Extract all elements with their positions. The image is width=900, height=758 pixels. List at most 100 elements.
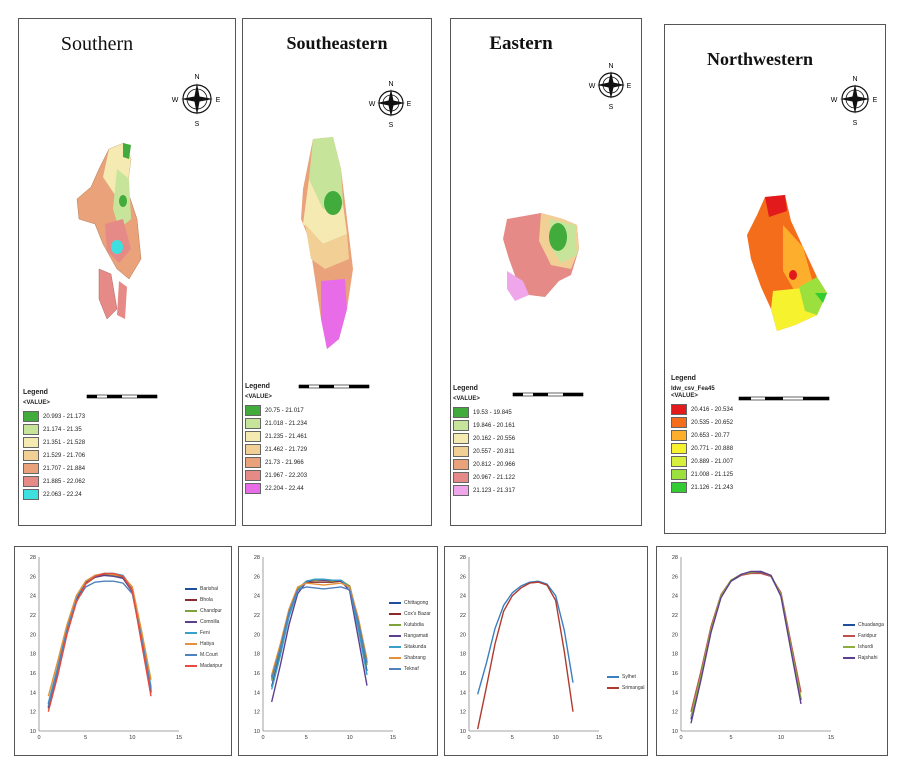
x-tick-label: 15 [828,735,834,741]
legend-row: 19.53 - 19.845 [453,406,515,419]
legend-swatch [453,459,469,470]
legend-series-name: Chandpur [200,607,222,614]
legend-label: 21.008 - 21.125 [691,471,734,478]
legend-label: 20.993 - 21.173 [43,413,86,420]
eastern-line-chart: 10 12 14 16 18 20 22 24 26 28 0 5 10 15 [460,555,602,741]
legend-row: 21.235 - 21.461 [245,430,307,443]
y-tick-label: 14 [254,690,260,696]
x-tick-label: 10 [778,735,784,741]
legend-swatch [671,430,687,441]
y-tick-label: 16 [672,671,678,677]
legend-label: 21.351 - 21.528 [43,439,86,446]
x-tick-label: 10 [129,735,135,741]
legend-swatch [23,424,39,435]
legend-line-swatch [843,634,855,637]
y-tick-label: 12 [254,710,260,716]
legend-label: 21.529 - 21.706 [43,452,86,459]
legend-swatch [453,433,469,444]
legend-row: 20.967 - 21.122 [453,471,515,484]
legend-row: 20.162 - 20.556 [453,432,515,445]
chart-legend-item: Chittagong [389,597,431,608]
legend-swatch [671,404,687,415]
legend-series-name: Comnilla [200,618,220,625]
legend-row: 21.351 - 21.528 [23,436,85,449]
legend-row: 20.653 - 20.77 [671,429,733,442]
y-tick-label: 16 [460,671,466,677]
legend-line-swatch [185,609,197,612]
chart-legend-item: Bhola [185,594,223,605]
legend-row: 21.967 - 22.203 [245,469,307,482]
y-tick-label: 14 [30,690,36,696]
legend-swatch [453,407,469,418]
scale-bar [512,392,584,397]
map-title-southeastern: Southeastern [286,33,388,53]
map-panel-southern: Southern N S W E Legend <VALUE> 20.993 - 2… [18,18,236,526]
legend-line-swatch [185,642,197,645]
legend-label: 20.75 - 21.017 [265,407,304,414]
y-tick-label: 10 [460,729,466,735]
legend-label: 22.204 - 22.44 [265,485,304,492]
chart-legend-item: Rangamati [389,630,431,641]
chart-legend: Chittagong Cox's Bazar Kutubdia Rangamati Si… [389,597,431,674]
map-panel-eastern: Eastern N S W E Legend <VALUE> 19.53 - 19.… [450,18,642,526]
north-arrow-icon: N S W E [589,63,632,111]
y-tick-label: 24 [672,594,678,600]
legend-southeastern: Legend <VALUE> 20.75 - 21.017 21.018 - 21… [245,383,307,495]
chart-legend-item: Barishal [185,583,223,594]
y-tick-label: 22 [254,613,260,619]
svg-text:E: E [216,97,221,104]
svg-text:S: S [609,104,614,111]
legend-field: Idw_csv_Fea45 [671,386,715,392]
legend-heading: Legend [245,383,270,390]
map-panel-northwestern: Northwestern N S W E Legend Idw_csv_Fea45 … [664,24,886,534]
x-tick-label: 5 [511,735,514,741]
legend-label: 21.126 - 21.243 [691,484,734,491]
legend-swatch [23,463,39,474]
y-tick-label: 28 [672,555,678,561]
y-tick-label: 26 [672,574,678,580]
north-arrow-icon: N S W E [831,76,878,127]
legend-heading: Legend [453,385,478,392]
chart-legend-item: Chandpur [185,605,223,616]
y-tick-label: 22 [30,613,36,619]
legend-line-swatch [185,598,197,601]
legend-swatch [245,444,261,455]
legend-series-name: Ishurdi [858,643,874,650]
legend-row: 20.812 - 20.966 [453,458,515,471]
scale-bar [298,384,370,389]
y-tick-label: 24 [30,594,36,600]
svg-text:S: S [389,122,394,129]
legend-swatch [671,417,687,428]
series-line-madaripur [47,572,152,712]
legend-rows: 20.993 - 21.173 21.174 - 21.35 21.351 - 21… [23,410,85,501]
legend-swatch [671,456,687,467]
y-tick-label: 24 [460,594,466,600]
legend-row: 20.993 - 21.173 [23,410,85,423]
y-tick-label: 10 [30,729,36,735]
legend-row: 21.123 - 21.317 [453,484,515,497]
legend-field-value: <VALUE> [671,393,698,399]
chart-legend-item: Madaripur [185,660,223,671]
series-line-rajshahi [690,570,802,724]
svg-text:W: W [369,101,376,108]
legend-line-swatch [185,631,197,634]
svg-text:S: S [195,121,200,128]
legend-series-name: Srimangal [622,684,645,691]
legend-label: 21.73 - 21.966 [265,459,304,466]
legend-rows: 19.53 - 19.845 19.846 - 20.161 20.162 - 20… [453,406,515,497]
series-line-teknaf [270,586,368,679]
legend-swatch [453,472,469,483]
legend-label: 20.812 - 20.966 [473,461,516,468]
legend-line-swatch [389,656,401,659]
chart-legend-item: Srimangal [607,682,645,693]
x-tick-label: 15 [596,735,602,741]
legend-label: 22.063 - 22.24 [43,491,82,498]
legend-label: 21.462 - 21.729 [265,446,308,453]
chart-panel-eastern: 10 12 14 16 18 20 22 24 26 28 0 5 10 15 Sylhet Srimang… [444,546,648,756]
legend-line-swatch [389,601,401,604]
legend-heading: Legend [671,375,696,382]
y-tick-label: 20 [460,632,466,638]
legend-row: 19.846 - 20.161 [453,419,515,432]
legend-swatch [245,457,261,468]
y-tick-label: 28 [30,555,36,561]
